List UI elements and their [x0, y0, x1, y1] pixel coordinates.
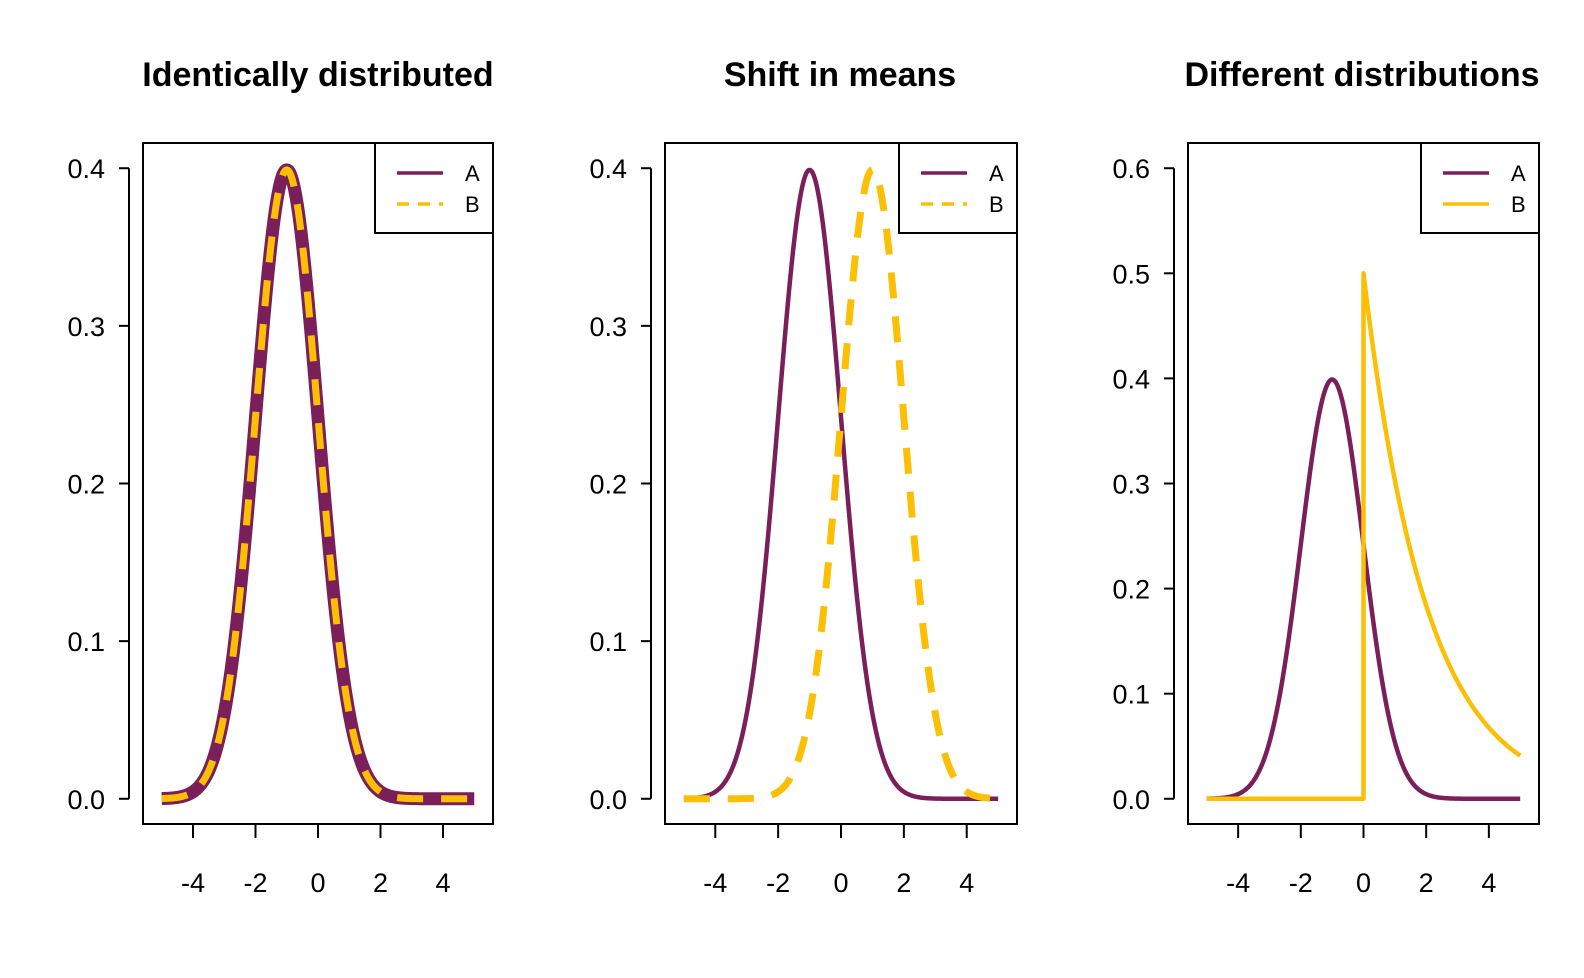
y-tick-label: 0.5	[1112, 259, 1150, 289]
legend-label-b: B	[989, 192, 1004, 217]
series-b-line	[159, 166, 477, 803]
series-a-line	[682, 167, 1000, 802]
x-tick-label: -4	[1226, 868, 1250, 898]
plot-frame	[1187, 142, 1540, 825]
panel-shift-in-means: Shift in means 0.0 0.1 0.2 0.3 0.4 -4 -2 0 2 4 A…	[589, 56, 1018, 898]
x-axis: -4 -2 0 2 4	[181, 823, 451, 898]
legend-box	[898, 142, 1018, 234]
y-tick-label: 0.4	[589, 154, 627, 184]
legend-box	[1420, 142, 1540, 234]
y-tick-label: 0.0	[589, 785, 627, 815]
panel-identically-distributed: Identically distributed 0.00.10.20.30.4 …	[67, 56, 494, 898]
legend-label-a: A	[465, 161, 480, 186]
y-axis: 0.0 0.1 0.2 0.3 0.4 0.5 0.6	[1112, 154, 1175, 815]
panel-different-distributions: Different distributions 0.00.10.20.30.40…	[1112, 56, 1540, 898]
y-tick-label: 0.3	[67, 312, 105, 342]
chart-title: Different distributions	[1184, 56, 1539, 94]
legend-label-b: B	[1511, 192, 1526, 217]
y-tick-label: 0.1	[589, 627, 627, 657]
series-b-line	[1205, 271, 1522, 802]
chart-title: Shift in means	[724, 56, 956, 94]
legend: A B	[898, 142, 1018, 234]
series-a-line	[156, 163, 480, 806]
legend: A B	[374, 142, 494, 234]
y-tick-label: 0.3	[589, 312, 627, 342]
series-group	[156, 163, 480, 806]
x-axis: -4 -2 0 2 4	[703, 823, 974, 898]
x-tick-label: -4	[703, 868, 727, 898]
legend-label-b: B	[465, 192, 480, 217]
x-tick-label: 2	[896, 868, 911, 898]
legend-label-a: A	[1511, 161, 1526, 186]
chart-title: Identically distributed	[142, 56, 493, 94]
y-axis: 0.0 0.1 0.2 0.3 0.4	[589, 154, 652, 815]
y-tick-label: 0.2	[67, 470, 105, 500]
series-group	[1205, 271, 1522, 802]
plot-frame	[664, 142, 1018, 825]
x-tick-label: 0	[1356, 868, 1371, 898]
x-tick-label: 2	[1419, 868, 1434, 898]
y-tick-label: 0.4	[1112, 364, 1150, 394]
x-tick-label: -2	[766, 868, 790, 898]
x-tick-label: 2	[373, 868, 388, 898]
legend-label-a: A	[989, 161, 1004, 186]
x-tick-label: 4	[1481, 868, 1496, 898]
y-tick-label: 0.2	[589, 470, 627, 500]
plot-frame	[142, 142, 494, 825]
x-tick-label: 4	[959, 868, 974, 898]
y-tick-label: 0.0	[67, 785, 105, 815]
y-tick-label: 0.3	[1112, 470, 1150, 500]
x-tick-label: 4	[435, 868, 450, 898]
x-tick-label: -2	[1289, 868, 1313, 898]
legend: A B	[1420, 142, 1540, 234]
y-tick-label: 0.1	[67, 627, 105, 657]
x-tick-label: -2	[243, 868, 267, 898]
y-tick-label: 0.1	[1112, 680, 1150, 710]
x-tick-label: 0	[833, 868, 848, 898]
x-axis: -4 -2 0 2 4	[1226, 823, 1496, 898]
x-tick-label: -4	[181, 868, 205, 898]
series-b-line	[681, 166, 1001, 803]
y-tick-label: 0.0	[1112, 785, 1150, 815]
y-tick-label: 0.2	[1112, 575, 1150, 605]
y-tick-label: 0.6	[1112, 154, 1150, 184]
legend-box	[374, 142, 494, 234]
y-tick-label: 0.4	[67, 154, 105, 184]
series-group	[681, 166, 1001, 803]
y-axis: 0.0 0.1 0.2 0.3 0.4	[67, 154, 130, 815]
x-tick-label: 0	[310, 868, 325, 898]
